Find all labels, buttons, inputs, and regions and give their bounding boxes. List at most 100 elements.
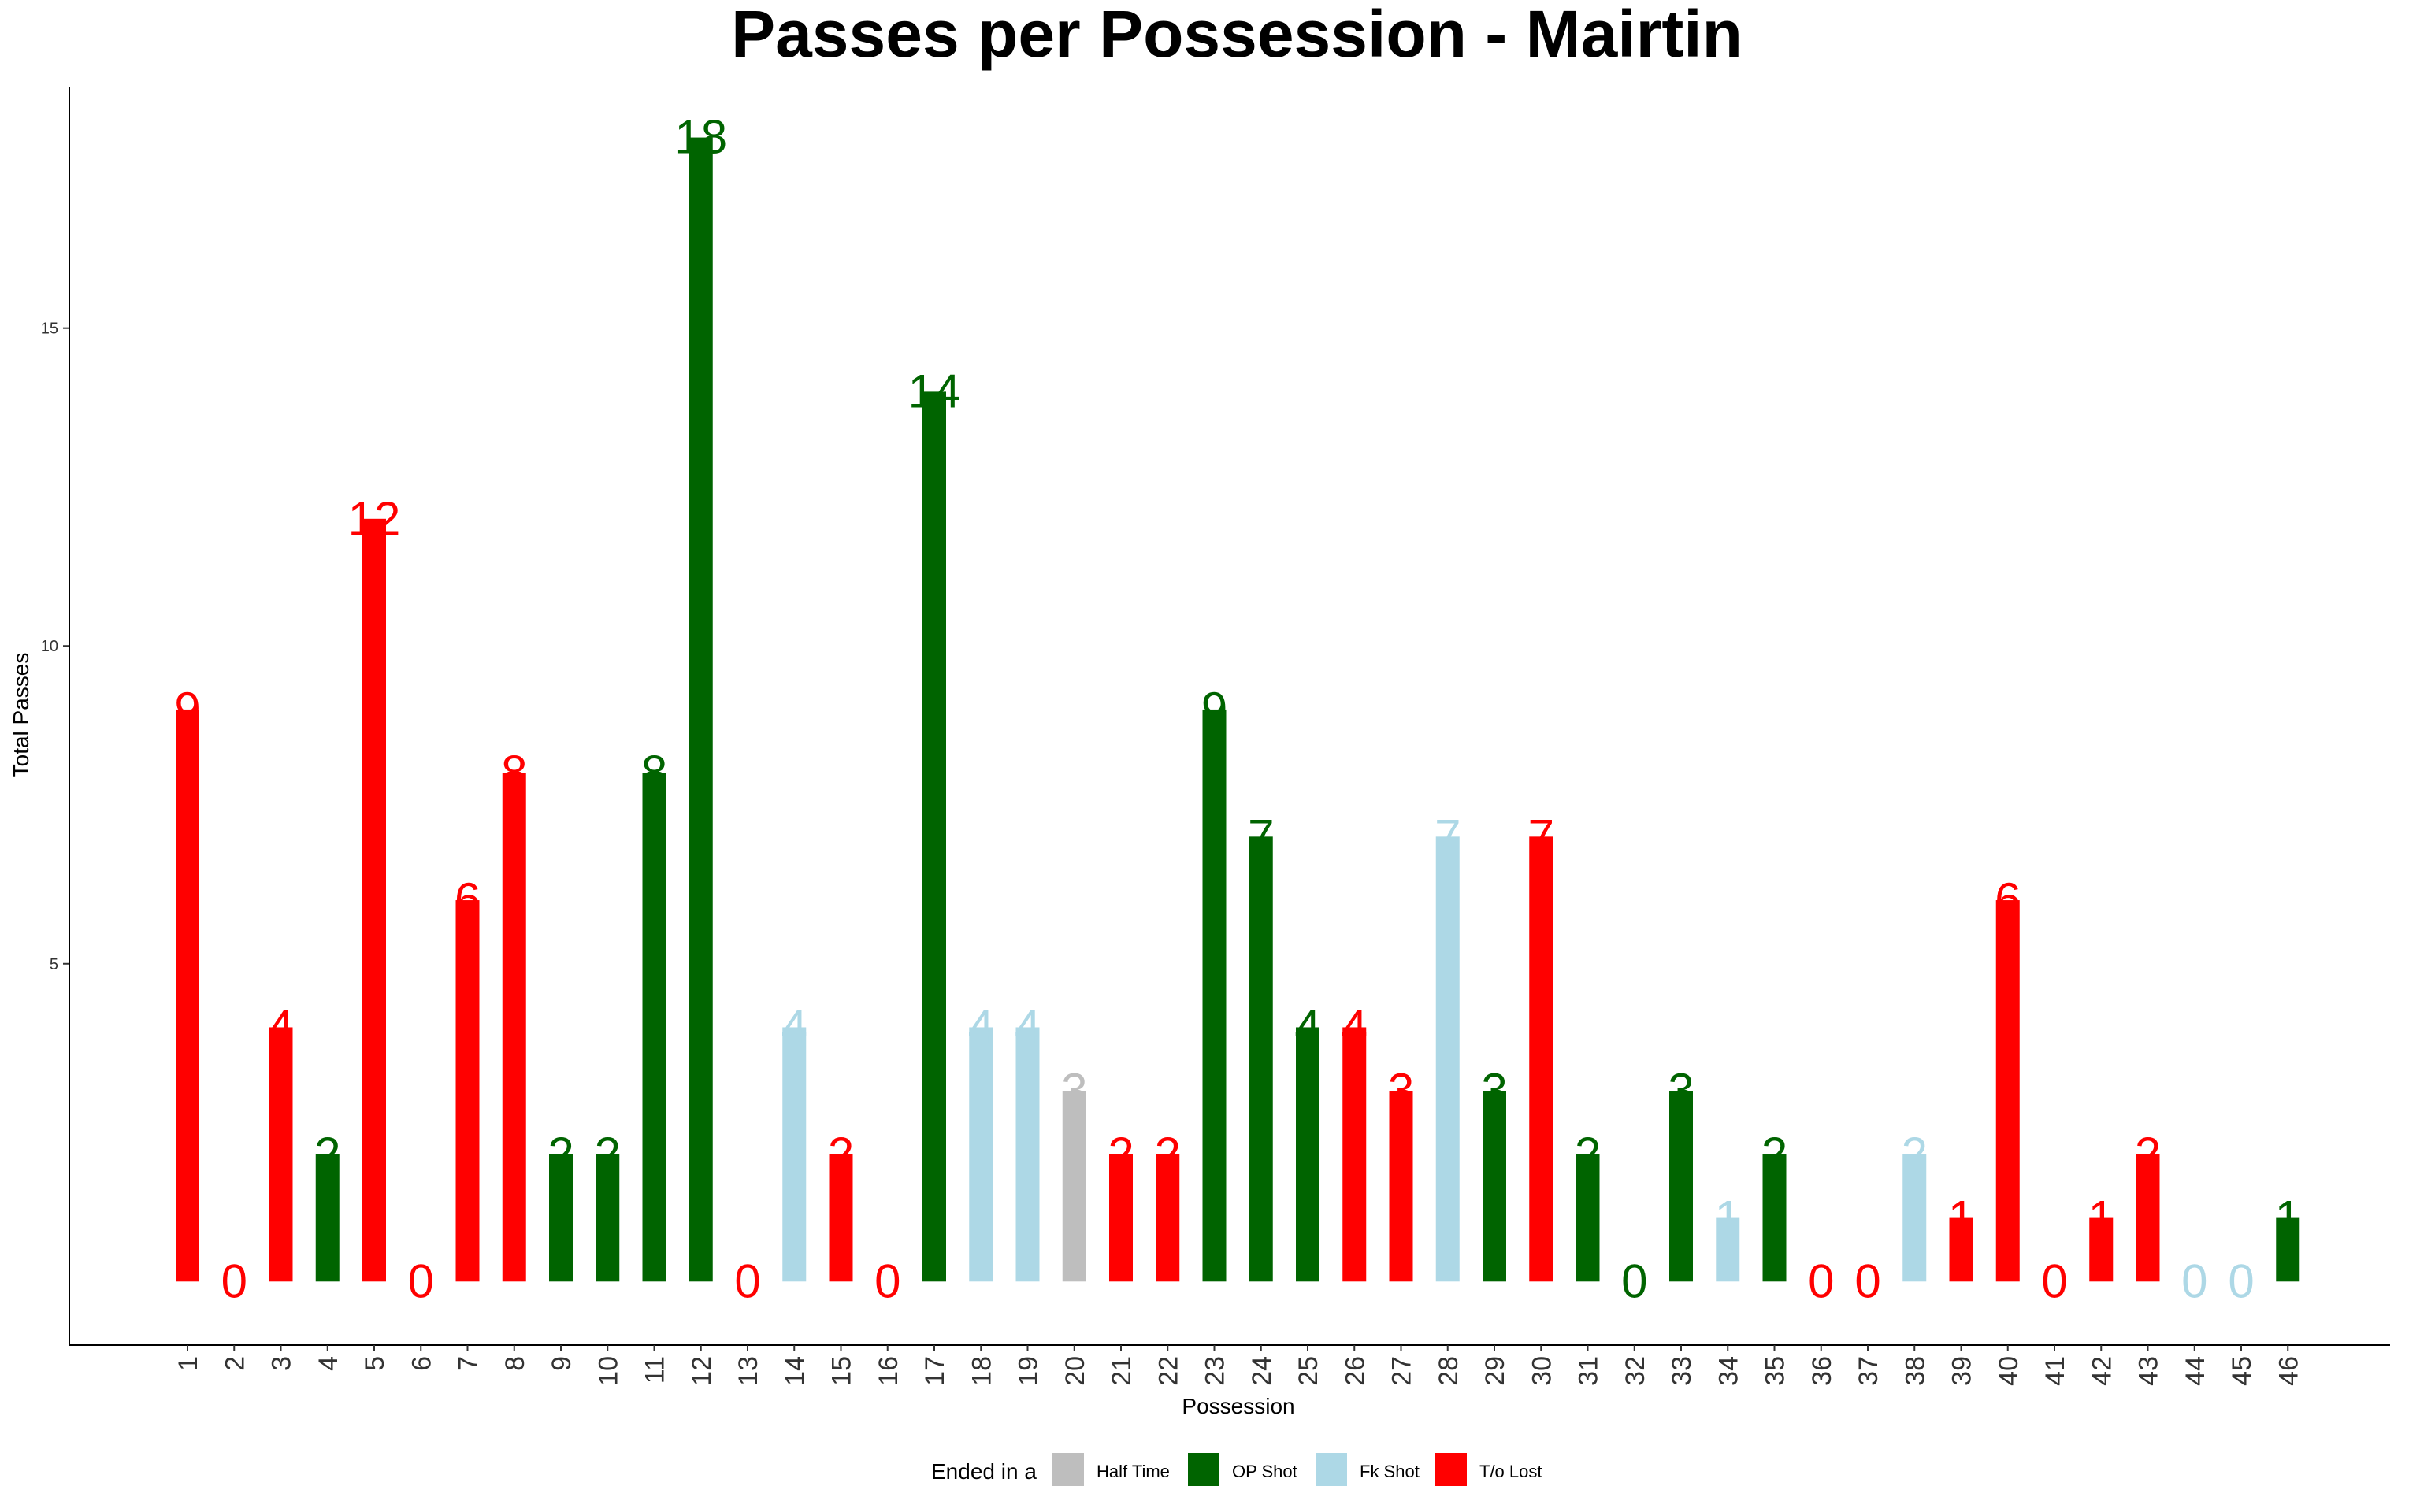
legend-label-op-shot: OP Shot	[1232, 1462, 1297, 1481]
bar-possession-12	[689, 137, 713, 1282]
data-label-possession-8: 8	[501, 747, 527, 799]
bar-possession-11	[642, 773, 666, 1282]
x-tick-label-43: 43	[2134, 1356, 2164, 1386]
data-label-possession-25: 4	[1294, 1000, 1320, 1053]
bar-possession-21	[1109, 1154, 1133, 1282]
bar-possession-31	[1576, 1154, 1600, 1282]
bar-possession-22	[1156, 1154, 1180, 1282]
bar-possession-38	[1902, 1154, 1927, 1282]
bar-possession-24	[1249, 836, 1273, 1282]
y-tick-label-5: 5	[50, 956, 58, 973]
x-tick-label-16: 16	[874, 1356, 904, 1386]
x-tick-label-8: 8	[500, 1356, 530, 1371]
y-tick-label-15: 15	[41, 321, 58, 338]
data-label-possession-2: 0	[221, 1254, 247, 1307]
data-label-possession-20: 3	[1061, 1064, 1087, 1117]
legend-key-fk-shot	[1316, 1453, 1347, 1486]
bar-possession-8	[502, 773, 526, 1282]
data-label-possession-44: 0	[2181, 1254, 2207, 1307]
data-label-possession-29: 3	[1481, 1064, 1507, 1117]
bars-group	[176, 137, 2300, 1282]
data-label-possession-46: 1	[2275, 1191, 2301, 1244]
data-label-possession-32: 0	[1621, 1254, 1647, 1307]
x-tick-label-17: 17	[920, 1356, 950, 1386]
data-label-possession-45: 0	[2228, 1254, 2254, 1307]
bar-possession-1	[176, 709, 199, 1282]
bar-possession-15	[829, 1154, 853, 1282]
x-tick-label-28: 28	[1434, 1356, 1464, 1386]
x-tick-label-11: 11	[640, 1356, 670, 1384]
x-tick-label-42: 42	[2087, 1356, 2117, 1386]
legend: Ended in a Half Time OP Shot Fk Shot T/o Lo…	[931, 1453, 1542, 1486]
x-tick-label-20: 20	[1060, 1356, 1090, 1386]
chart-title: Passes per Possession - Mairtin	[731, 0, 1743, 71]
bar-possession-30	[1529, 836, 1553, 1282]
data-label-possession-39: 1	[1948, 1191, 1974, 1244]
data-label-possession-14: 4	[781, 1000, 807, 1053]
x-tick-label-9: 9	[547, 1356, 577, 1371]
x-tick-label-35: 35	[1761, 1356, 1791, 1386]
bar-possession-18	[969, 1027, 993, 1282]
bar-possession-26	[1342, 1027, 1367, 1282]
bar-possession-25	[1296, 1027, 1319, 1282]
x-tick-label-13: 13	[733, 1356, 763, 1386]
x-tick-label-40: 40	[1994, 1356, 2024, 1386]
x-tick-label-31: 31	[1574, 1356, 1604, 1386]
bar-possession-17	[922, 391, 946, 1282]
bar-possession-5	[362, 518, 386, 1282]
x-tick-label-29: 29	[1480, 1356, 1510, 1386]
x-tick-label-23: 23	[1201, 1356, 1230, 1386]
x-tick-label-7: 7	[454, 1356, 484, 1371]
x-tick-label-34: 34	[1713, 1356, 1743, 1386]
legend-label-fk-shot: Fk Shot	[1360, 1462, 1420, 1481]
x-tick-label-45: 45	[2227, 1356, 2257, 1386]
x-tick-label-6: 6	[406, 1356, 436, 1371]
data-label-possession-28: 7	[1435, 810, 1461, 862]
bar-possession-35	[1762, 1154, 1787, 1282]
data-label-possession-10: 2	[595, 1128, 621, 1180]
data-label-possession-43: 2	[2135, 1128, 2161, 1180]
x-tick-label-18: 18	[967, 1356, 997, 1386]
data-label-possession-42: 1	[2088, 1191, 2114, 1244]
data-label-possession-9: 2	[547, 1128, 573, 1180]
data-label-possession-22: 2	[1155, 1128, 1181, 1180]
data-label-possession-11: 8	[641, 747, 667, 799]
data-label-possession-7: 6	[455, 873, 481, 926]
x-tick-label-36: 36	[1807, 1356, 1837, 1386]
bar-possession-10	[596, 1154, 620, 1282]
legend-key-half-time	[1052, 1453, 1084, 1486]
x-tick-label-19: 19	[1014, 1356, 1044, 1386]
data-label-possession-40: 6	[1995, 873, 2021, 926]
x-tick-label-5: 5	[360, 1356, 390, 1371]
x-tick-label-33: 33	[1667, 1356, 1697, 1386]
x-tick-label-24: 24	[1247, 1356, 1277, 1386]
data-label-possession-27: 3	[1388, 1064, 1414, 1117]
legend-key-op-shot	[1188, 1453, 1219, 1486]
bar-possession-23	[1202, 709, 1227, 1282]
x-tick-label-14: 14	[780, 1356, 810, 1386]
legend-label-t-o-lost: T/o Lost	[1479, 1462, 1542, 1481]
bar-possession-27	[1389, 1091, 1413, 1282]
data-label-possession-24: 7	[1248, 810, 1274, 862]
x-tick-label-25: 25	[1294, 1356, 1323, 1386]
data-label-possession-31: 2	[1575, 1128, 1601, 1180]
bar-possession-42	[2089, 1217, 2114, 1282]
bar-possession-7	[455, 900, 480, 1282]
data-label-possession-34: 1	[1715, 1191, 1741, 1244]
x-tick-label-1: 1	[173, 1356, 203, 1371]
data-label-possession-33: 3	[1668, 1064, 1694, 1117]
y-tick-label-10: 10	[41, 638, 58, 655]
data-label-possession-41: 0	[2041, 1254, 2067, 1307]
bar-possession-46	[2276, 1217, 2300, 1282]
bar-possession-40	[1995, 900, 2020, 1282]
x-tick-label-38: 38	[1900, 1356, 1930, 1386]
x-tick-label-32: 32	[1620, 1356, 1650, 1386]
bar-possession-4	[315, 1154, 340, 1282]
data-label-possession-16: 0	[874, 1254, 900, 1307]
bar-possession-28	[1435, 836, 1460, 1282]
data-label-possession-15: 2	[828, 1128, 854, 1180]
data-label-possession-19: 4	[1015, 1000, 1041, 1053]
data-label-possession-23: 9	[1201, 683, 1227, 736]
x-tick-label-21: 21	[1107, 1356, 1137, 1386]
